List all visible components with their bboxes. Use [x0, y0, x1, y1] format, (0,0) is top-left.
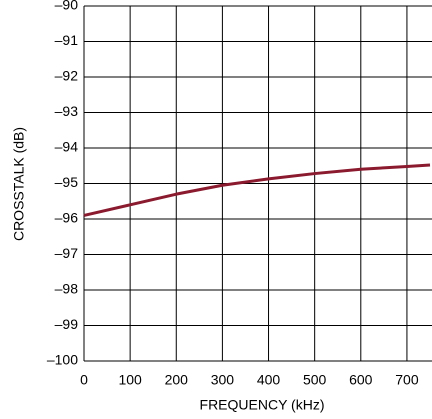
x-axis-label: FREQUENCY (kHz) — [200, 397, 325, 413]
x-tick-label: 600 — [349, 372, 373, 388]
x-tick-label: 0 — [80, 372, 88, 388]
x-tick-label: 200 — [165, 372, 189, 388]
y-tick-label: –94 — [55, 139, 79, 155]
y-tick-label: –97 — [55, 245, 79, 261]
y-tick-label: –92 — [55, 68, 79, 84]
y-tick-label: –98 — [55, 281, 79, 297]
y-tick-label: –96 — [55, 210, 79, 226]
x-tick-label: 700 — [395, 372, 419, 388]
y-tick-label: –90 — [55, 0, 79, 13]
data-line — [83, 163, 431, 217]
y-tick-label: –99 — [55, 316, 79, 332]
x-tick-label: 400 — [257, 372, 281, 388]
y-tick-label: –93 — [55, 103, 79, 119]
y-tick-label: –100 — [47, 352, 78, 368]
x-tick-label: 100 — [118, 372, 142, 388]
y-axis-label: CROSSTALK (dB) — [11, 127, 27, 241]
y-tick-label: –95 — [55, 174, 79, 190]
y-tick-label: –91 — [55, 32, 79, 48]
x-tick-label: 300 — [211, 372, 235, 388]
x-tick-label: 500 — [303, 372, 327, 388]
